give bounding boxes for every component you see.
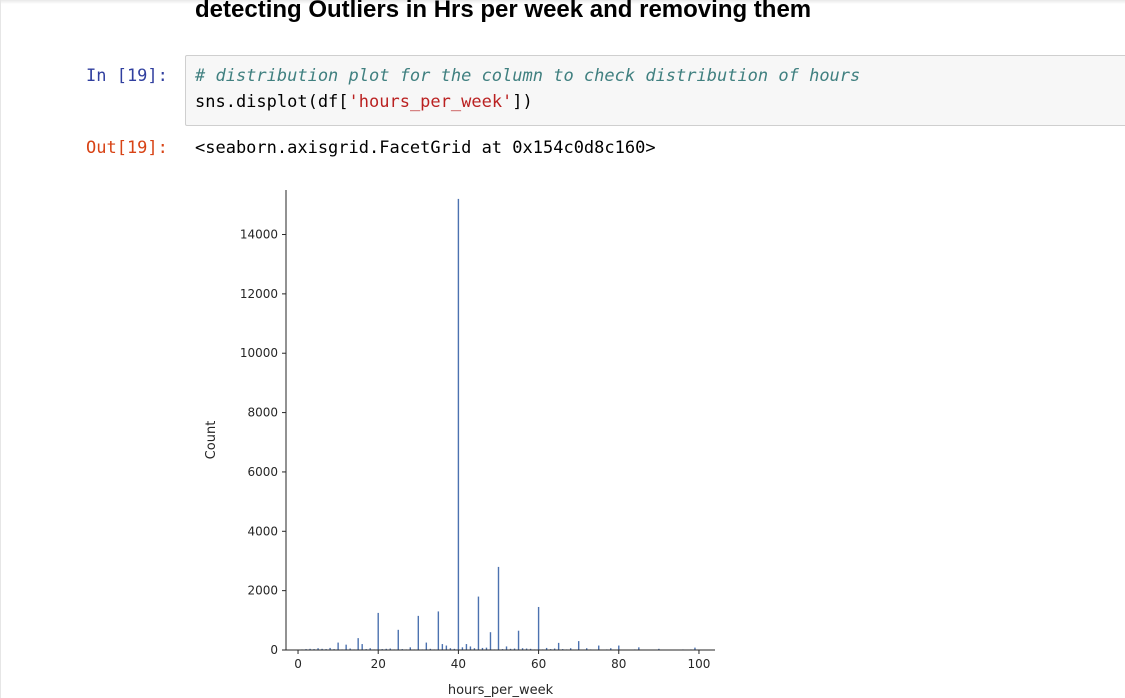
y-axis-label: Count bbox=[204, 421, 219, 460]
histogram-bar bbox=[389, 648, 391, 650]
histogram-bar bbox=[317, 648, 319, 650]
histogram-bar bbox=[618, 645, 620, 650]
histogram-bar bbox=[577, 641, 580, 650]
histogram-bar bbox=[445, 645, 448, 650]
y-tick-label: 2000 bbox=[247, 584, 278, 598]
code-suffix: ]) bbox=[512, 92, 533, 112]
histogram-bar bbox=[485, 647, 488, 650]
histogram-bar bbox=[469, 646, 472, 650]
histogram-bar bbox=[465, 644, 468, 650]
histogram-bar bbox=[517, 630, 520, 650]
y-tick-label: 8000 bbox=[247, 406, 278, 420]
histogram-bar bbox=[505, 646, 508, 650]
histogram-bar bbox=[537, 606, 540, 650]
y-axis: 0 2000 4000 6000 8000 10000 12000 14000 bbox=[240, 228, 286, 657]
y-tick-label: 6000 bbox=[247, 465, 278, 479]
histogram-bar bbox=[397, 629, 399, 650]
y-tick-label: 4000 bbox=[247, 524, 278, 538]
histogram-bar bbox=[658, 648, 660, 650]
histogram-bar bbox=[586, 648, 588, 650]
histogram-bar bbox=[473, 648, 476, 650]
output-text: <seaborn.axisgrid.FacetGrid at 0x154c0d8… bbox=[195, 138, 656, 158]
histogram-bar bbox=[513, 648, 516, 650]
x-axis: 0 20 40 60 80 100 bbox=[294, 650, 710, 671]
code-comment: # distribution plot for the column to ch… bbox=[195, 66, 861, 86]
y-tick-label: 12000 bbox=[240, 287, 278, 301]
code-string: 'hours_per_week' bbox=[348, 92, 513, 112]
histogram-bar bbox=[361, 644, 363, 650]
histogram-bar bbox=[425, 642, 428, 650]
histogram-bar bbox=[509, 648, 512, 650]
histogram-bar bbox=[610, 648, 612, 650]
code-line-comment: # distribution plot for the column to ch… bbox=[195, 66, 860, 86]
histogram-bar bbox=[385, 648, 387, 650]
x-tick-label: 40 bbox=[451, 657, 466, 671]
histogram-bar bbox=[429, 648, 432, 650]
histogram-bar bbox=[638, 647, 640, 650]
histogram-bar bbox=[377, 612, 379, 650]
histogram-bar bbox=[545, 647, 548, 650]
x-tick-label: 0 bbox=[294, 657, 302, 671]
histogram-bar bbox=[337, 642, 339, 650]
histogram-bar bbox=[598, 645, 600, 650]
code-cell[interactable]: # distribution plot for the column to ch… bbox=[185, 55, 1125, 126]
code-prefix: sns.displot(df[ bbox=[195, 92, 349, 112]
histogram-bar bbox=[457, 198, 460, 650]
histogram-bar bbox=[553, 648, 556, 650]
histogram-bar bbox=[369, 648, 371, 650]
histogram-bar bbox=[449, 648, 452, 650]
histogram-bar bbox=[349, 648, 351, 650]
top-shadow bbox=[0, 0, 1125, 4]
x-tick-label: 100 bbox=[688, 657, 711, 671]
notebook-left-rule bbox=[0, 0, 1, 698]
y-tick-label: 10000 bbox=[240, 346, 278, 360]
histogram-bar bbox=[417, 615, 420, 650]
histogram-bar bbox=[477, 596, 480, 650]
x-tick-label: 80 bbox=[611, 657, 626, 671]
histogram-bar bbox=[357, 638, 359, 650]
histogram-bar bbox=[461, 647, 464, 650]
histogram-bar bbox=[437, 611, 440, 650]
bars bbox=[301, 198, 696, 650]
histogram-bar bbox=[321, 648, 323, 650]
histogram-chart: 0 2000 4000 6000 8000 10000 12000 14000 0 20 40 60… bbox=[204, 190, 715, 698]
y-tick-label: 0 bbox=[270, 643, 278, 657]
histogram-bar bbox=[521, 648, 524, 650]
x-tick-label: 60 bbox=[531, 657, 546, 671]
histogram-bar bbox=[409, 647, 411, 650]
code-line-call: sns.displot(df['hours_per_week']) bbox=[195, 92, 533, 112]
histogram-bar bbox=[489, 632, 492, 650]
y-tick-label: 14000 bbox=[240, 228, 278, 242]
histogram-bar bbox=[525, 648, 528, 650]
histogram-bar bbox=[529, 648, 532, 650]
histogram-bar bbox=[441, 644, 444, 650]
histogram-bar bbox=[453, 648, 456, 650]
x-axis-label: hours_per_week bbox=[448, 683, 554, 698]
histogram-bar bbox=[497, 566, 500, 650]
x-tick-label: 20 bbox=[371, 657, 386, 671]
histogram-bar bbox=[345, 644, 347, 650]
input-prompt: In [19]: bbox=[86, 66, 168, 86]
histogram-bar bbox=[309, 648, 311, 650]
histogram-bar bbox=[329, 647, 331, 650]
histogram-bar bbox=[694, 647, 696, 650]
histogram-bar bbox=[569, 648, 572, 650]
histogram-bar bbox=[557, 642, 560, 650]
histogram-bar bbox=[481, 647, 484, 650]
markdown-heading: detecting Outliers in Hrs per week and r… bbox=[195, 0, 812, 23]
output-prompt: Out[19]: bbox=[86, 138, 168, 158]
